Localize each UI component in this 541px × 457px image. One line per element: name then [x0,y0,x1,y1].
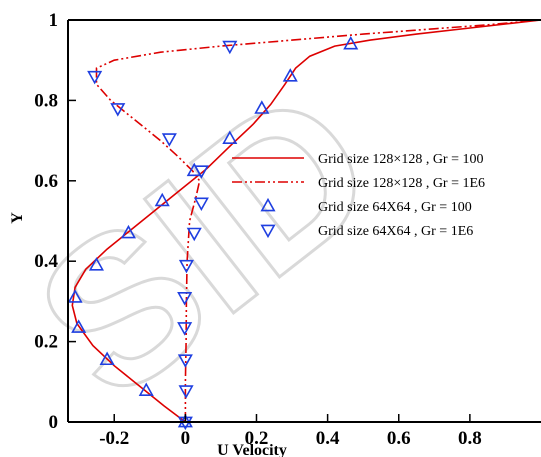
x-tick-label-0: -0.2 [99,428,129,449]
legend-label-1: Grid size 128×128 , Gr = 1E6 [318,176,485,191]
marker-s3-p7 [193,197,209,212]
x-tick-label-2: 0.2 [245,428,269,449]
y-tick-label-0: 0 [49,412,59,433]
legend-label-3: Grid size 64X64 , Gr = 1E6 [318,224,473,239]
marker-s3-p12 [222,40,238,55]
legend-label-0: Grid size 128×128 , Gr = 100 [318,152,484,167]
series-line-1 [95,19,541,422]
y-tick-label-4: 0.8 [34,90,58,111]
marker-s3-p9 [161,133,177,147]
x-tick-label-5: 0.8 [458,428,482,449]
y-tick-label-3: 0.6 [34,171,58,192]
x-axis-title: U Velocity [217,442,287,457]
marker-s2-p2 [99,351,115,366]
axes: -0.2 0 0.2 0.4 0.6 0.8 0 0.2 0.4 0.6 0.8 1 [34,10,541,449]
marker-s2-p1 [138,382,154,396]
series-line-0 [71,19,541,423]
marker-s3-p5 [178,259,194,274]
marker-s3-p11 [87,70,103,85]
marker-s3-p10 [110,103,126,117]
marker-s2-p9 [222,130,238,144]
legend-swatch-2 [260,197,276,212]
y-axis-title: Y [9,212,26,224]
marker-s3-p8 [193,165,209,179]
marker-s2-p6 [120,224,136,239]
x-tick-label-4: 0.6 [387,428,411,449]
x-tick-label-3: 0.4 [316,428,340,449]
watermark-text: SID [0,43,416,444]
legend: Grid size 128×128 , Gr = 100 Grid size 12… [232,152,485,239]
marker-s3-p3 [177,322,193,336]
marker-s3-p2 [177,354,193,368]
marker-s2-p5 [88,257,104,271]
marker-s2-p3 [71,319,87,333]
legend-swatch-3 [260,224,276,239]
y-tick-label-2: 0.4 [34,251,58,272]
marker-s2-p10 [254,100,270,114]
marker-s2-p12 [343,35,359,50]
marker-s3-p4 [177,292,193,306]
series-layer [71,19,541,423]
marker-s2-p4 [67,289,83,303]
y-tick-label-1: 0.2 [34,332,58,353]
x-tick-label-1: 0 [181,428,191,449]
y-tick-label-5: 1 [49,10,59,31]
watermark: SID [0,41,417,445]
marker-s3-p6 [186,227,202,242]
marker-s3-p1 [178,385,194,399]
marker-s2-p11 [282,68,298,82]
legend-label-2: Grid size 64X64 , Gr = 100 [318,200,472,215]
marker-layer [67,35,359,431]
marker-s2-p7 [154,192,170,207]
